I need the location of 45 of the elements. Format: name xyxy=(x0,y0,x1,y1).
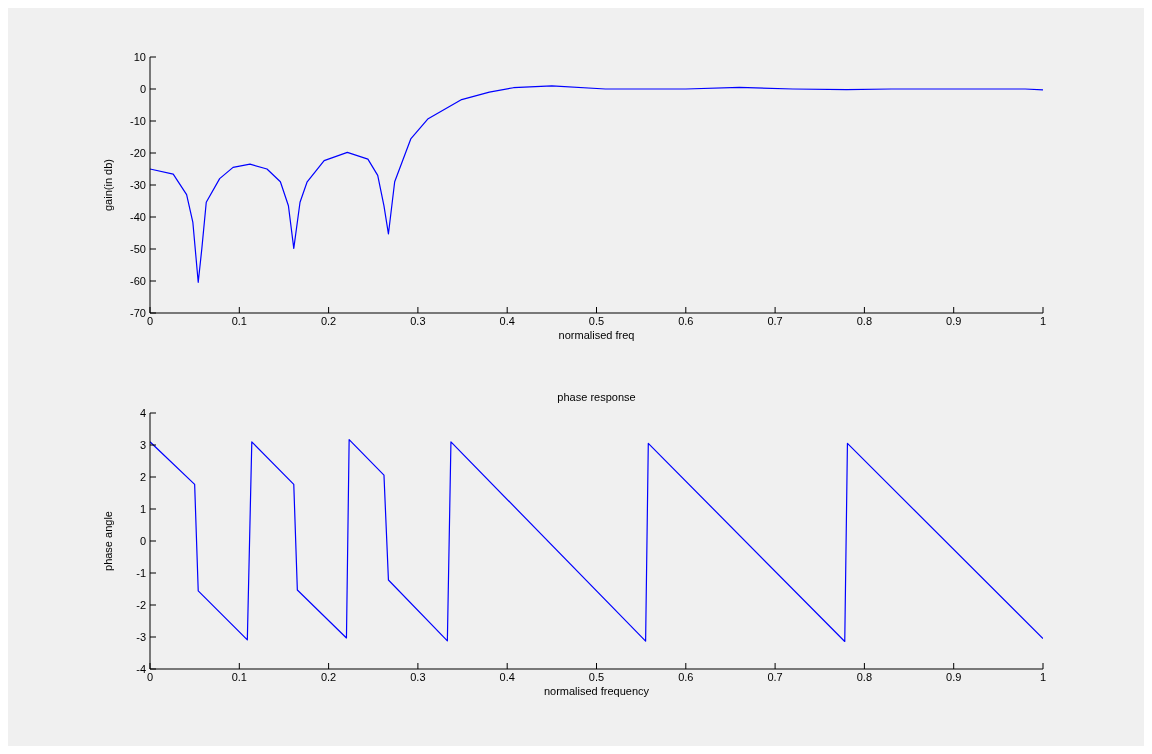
y-axis-title: gain(in db) xyxy=(101,159,114,211)
x-tick-label: 0.9 xyxy=(946,670,962,683)
x-tick-label: 0.4 xyxy=(499,314,515,327)
x-axis-title: normalised freq xyxy=(558,328,635,341)
y-tick-label: -40 xyxy=(130,210,146,223)
x-tick-label: 0.3 xyxy=(410,670,426,683)
y-tick-label: 2 xyxy=(139,470,146,483)
y-tick-label: -30 xyxy=(130,178,146,191)
x-tick-label: 0.7 xyxy=(767,314,783,327)
x-tick-label: 0.8 xyxy=(856,670,873,683)
y-tick-label: -4 xyxy=(136,662,146,675)
y-tick-label: -3 xyxy=(136,630,146,643)
chart-title: phase response xyxy=(556,391,637,403)
y-tick-label: 0 xyxy=(139,82,146,95)
y-tick-label: -50 xyxy=(130,242,146,255)
x-tick-label: 0.2 xyxy=(320,670,337,683)
x-axis-title: normalised frequency xyxy=(543,684,650,697)
x-tick-label: 0.6 xyxy=(678,314,694,327)
x-tick-label: 0.1 xyxy=(231,314,247,327)
y-tick-label: 1 xyxy=(139,502,146,515)
x-tick-label: 0.4 xyxy=(499,670,515,683)
y-tick-label: 3 xyxy=(139,438,146,451)
x-tick-label: 0.5 xyxy=(588,314,605,327)
x-tick-label: 0.2 xyxy=(320,314,337,327)
x-tick-label: 0.1 xyxy=(231,670,247,683)
y-tick-label: 4 xyxy=(139,406,146,419)
x-tick-label: 0.7 xyxy=(767,670,783,683)
y-tick-label: 0 xyxy=(139,534,146,547)
y-axis-title: phase angle xyxy=(101,511,114,571)
y-tick-label: -10 xyxy=(130,114,146,127)
y-tick-label: -60 xyxy=(130,274,146,287)
y-tick-label: 10 xyxy=(133,50,146,63)
x-tick-label: 0.5 xyxy=(588,670,605,683)
y-tick-label: -70 xyxy=(130,306,146,319)
x-tick-label: 0.8 xyxy=(856,314,873,327)
x-tick-label: 0.6 xyxy=(678,670,694,683)
x-tick-label: 1 xyxy=(1039,670,1047,683)
line-series xyxy=(150,85,1043,283)
y-tick-label: -1 xyxy=(136,566,146,579)
x-tick-label: 1 xyxy=(1039,314,1047,327)
x-tick-label: 0.3 xyxy=(410,314,426,327)
y-tick-label: -2 xyxy=(136,598,146,611)
y-tick-label: -20 xyxy=(130,146,146,159)
line-series xyxy=(150,438,1043,643)
x-tick-label: 0.9 xyxy=(946,314,962,327)
